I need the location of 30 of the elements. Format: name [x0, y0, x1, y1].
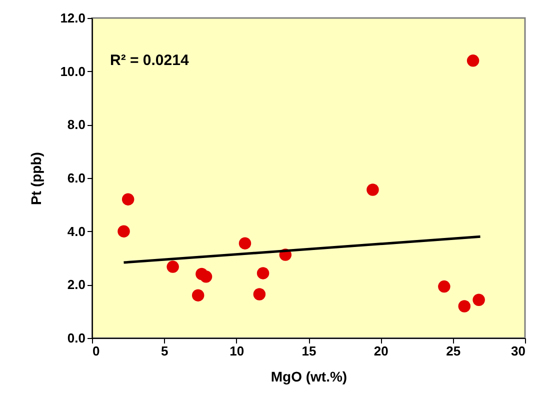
- point: [366, 184, 379, 196]
- y-tick-label: 0.0: [67, 330, 86, 346]
- y-tick-label: 8.0: [67, 117, 86, 132]
- y-tick-label: 10.0: [60, 64, 86, 79]
- y-tick-label: 4.0: [67, 224, 86, 239]
- point: [166, 260, 179, 273]
- point: [466, 54, 480, 67]
- point: [200, 270, 212, 283]
- annotation: R² = 0.0214: [110, 52, 190, 69]
- x-tick-label: 25: [446, 344, 461, 358]
- x-tick-label: 20: [374, 344, 388, 358]
- point: [122, 193, 134, 206]
- x-tick-label: 10: [230, 344, 244, 358]
- point: [472, 294, 485, 306]
- x-tick-label: 30: [511, 344, 526, 358]
- y-axis-title: Pt (ppb): [28, 152, 44, 205]
- x-tick-label: 0: [92, 344, 100, 358]
- point: [438, 280, 450, 293]
- point: [256, 267, 270, 280]
- point: [458, 300, 471, 312]
- y-tick-label: 2.0: [67, 277, 86, 292]
- x-tick-label: 5: [161, 344, 168, 358]
- point: [238, 237, 252, 250]
- y-tick-label: 6.0: [67, 170, 86, 186]
- point: [192, 289, 204, 302]
- point: [118, 225, 130, 238]
- point: [253, 288, 266, 300]
- y-tick-label: 12.0: [60, 10, 86, 26]
- x-axis-title: MgO (wt.%): [270, 368, 348, 384]
- x-tick-label: 15: [302, 344, 316, 358]
